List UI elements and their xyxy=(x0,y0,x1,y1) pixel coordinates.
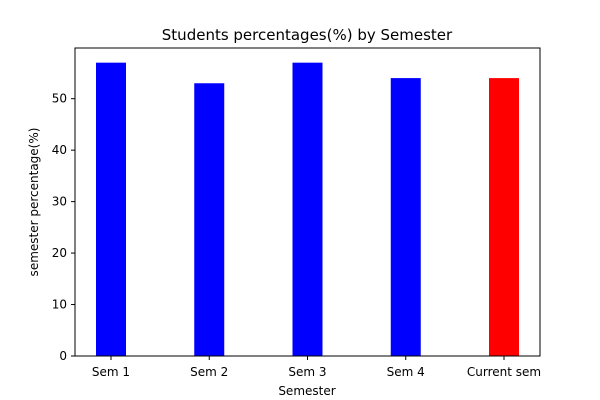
y-axis-ticks: 0 10 20 30 40 50 xyxy=(52,92,75,363)
chart-title: Students percentages(%) by Semester xyxy=(162,26,453,44)
bar-sem-1 xyxy=(96,62,126,357)
y-tick-label: 30 xyxy=(52,195,67,209)
x-tick-label: Sem 2 xyxy=(190,365,228,379)
bar-sem-2 xyxy=(194,83,225,356)
x-tick-label: Sem 1 xyxy=(92,365,130,379)
y-tick-label: 40 xyxy=(52,143,67,157)
y-tick-label: 10 xyxy=(52,298,67,312)
x-tick-label: Sem 3 xyxy=(288,365,326,379)
x-tick-label: Current sem xyxy=(467,365,541,379)
y-tick-label: 50 xyxy=(52,92,67,106)
bar-sem-4 xyxy=(390,78,421,357)
x-axis-ticks: Sem 1 Sem 2 Sem 3 Sem 4 Current sem xyxy=(92,356,541,379)
x-axis-label: Semester xyxy=(278,384,335,398)
bar-current-sem xyxy=(489,78,519,357)
y-tick-label: 0 xyxy=(59,349,67,363)
bars-group xyxy=(96,62,519,357)
y-axis-label: semester percentage(%) xyxy=(27,128,41,277)
y-tick-label: 20 xyxy=(52,246,67,260)
x-tick-label: Sem 4 xyxy=(387,365,425,379)
bar-sem-3 xyxy=(292,62,323,357)
